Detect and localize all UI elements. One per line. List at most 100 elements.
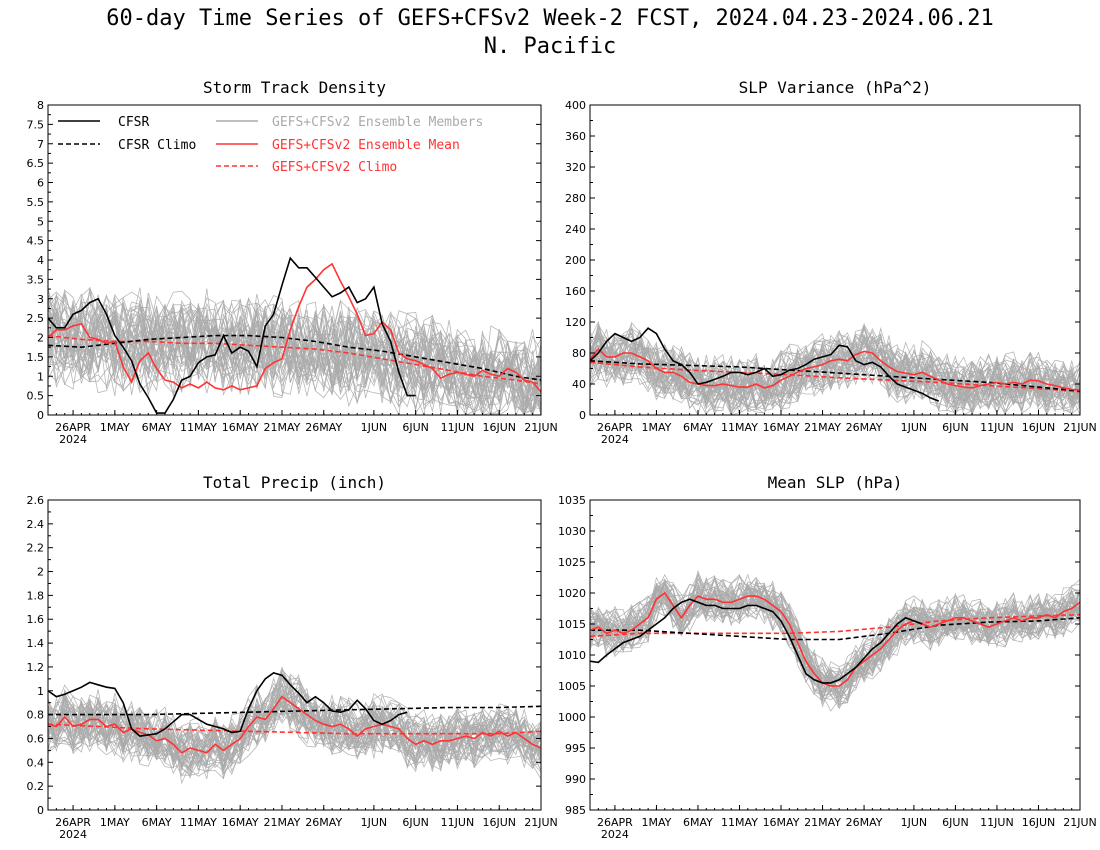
y-tick-label: 1.6 (27, 613, 45, 626)
legend-label: GEFS+CFSv2 Climo (272, 160, 397, 175)
y-tick-label: 120 (565, 316, 586, 329)
y-tick-label: 995 (565, 742, 586, 755)
y-tick-label: 6 (37, 177, 44, 190)
ensemble-member-line (48, 289, 541, 397)
cfsr-climo-line (590, 360, 1080, 392)
ensemble-member-line (48, 317, 541, 415)
panel-title: Storm Track Density (203, 78, 386, 97)
y-tick-label: 4.5 (27, 235, 45, 248)
x-tick-label: 11MAY (180, 421, 217, 434)
x-tick-label: 1MAY (641, 421, 671, 434)
x-tick-label: 1MAY (100, 421, 130, 434)
x-tick-label: 11MAY (180, 816, 217, 829)
plot-frame (589, 499, 1081, 811)
y-tick-label: 5.5 (27, 196, 45, 209)
y-tick-label: 0 (579, 409, 586, 422)
plot-area (590, 320, 1080, 415)
y-tick-label: 160 (565, 285, 586, 298)
x-tick-label: 6MAY (142, 816, 172, 829)
y-tick-label: 1035 (558, 494, 586, 507)
legend-label: CFSR Climo (118, 138, 196, 153)
x-tick-label: 26APR (597, 421, 633, 434)
chart-panel-4: Mean SLP (hPa) 985 990 995 1000 1005 1010 1015 1… (558, 473, 1097, 841)
x-tick-label: 16JUN (482, 816, 516, 829)
y-tick-label: 1.4 (27, 637, 45, 650)
chart-panel-3: Total Precip (inch) 0 0.2 0.4 0.6 0.8 1 1.2 1.4 1… (27, 473, 558, 841)
x-tick-label: 16MAY (222, 421, 259, 434)
y-tick-label: 985 (565, 804, 586, 817)
ens-mean-line (590, 591, 1080, 687)
x-tick-label: 11JUN (980, 421, 1014, 434)
ens-climo-line (590, 361, 1080, 393)
y-tick-label: 1.2 (27, 661, 45, 674)
ensemble-member-line (590, 585, 1080, 696)
cfsr-line (48, 672, 408, 737)
x-tick-label: 21MAY (264, 816, 301, 829)
x-tick-label: 21JUN (1063, 421, 1097, 434)
x-tick-label: 16JUN (1022, 421, 1056, 434)
plot-area (590, 569, 1080, 712)
y-tick-label: 6.5 (27, 157, 45, 170)
x-tick-label: 1MAY (100, 816, 130, 829)
x-tick-label: 26APR (597, 816, 633, 829)
y-tick-label: 0 (37, 409, 44, 422)
y-tick-label: 0.8 (27, 709, 45, 722)
ensemble-member-line (48, 688, 541, 761)
y-tick-label: 1030 (558, 525, 586, 538)
y-tick-label: 3 (37, 293, 44, 306)
x-tick-label: 1JUN (361, 816, 388, 829)
ensemble-member-line (590, 581, 1080, 701)
ensemble-member-line (48, 291, 541, 406)
ensemble-member-line (590, 582, 1080, 692)
y-tick-label: 1020 (558, 587, 586, 600)
x-tick-label: 26MAY (846, 816, 883, 829)
cfsr-line (48, 256, 416, 414)
figure-title: 60-day Time Series of GEFS+CFSv2 Week-2 … (106, 6, 994, 31)
y-tick-label: 0.4 (27, 756, 45, 769)
ensemble-member-line (590, 580, 1080, 695)
x-tick-label: 26APR (55, 421, 91, 434)
ensemble-member-line (48, 309, 541, 415)
ensemble-member-line (48, 701, 541, 773)
y-tick-label: 40 (572, 378, 586, 391)
x-tick-label: 6MAY (683, 421, 713, 434)
y-tick-label: 1000 (558, 711, 586, 724)
x-tick-label: 11MAY (721, 816, 758, 829)
x-tick-label: 6MAY (683, 816, 713, 829)
panel-title: SLP Variance (hPa^2) (739, 78, 932, 97)
y-tick-label: 0.6 (27, 732, 45, 745)
ensemble-member-line (590, 343, 1080, 415)
y-tick-label: 7 (37, 138, 44, 151)
y-tick-label: 1.5 (27, 351, 45, 364)
panel-title: Mean SLP (hPa) (768, 473, 903, 492)
ensemble-member-line (590, 578, 1080, 690)
ensemble-members (48, 666, 541, 785)
y-tick-label: 1005 (558, 680, 586, 693)
ens-mean-line (48, 695, 541, 754)
x-year-label: 2024 (601, 828, 629, 841)
chart-panel-2: SLP Variance (hPa^2) 0 40 80 120 160 200 240 280… (565, 78, 1097, 446)
y-tick-label: 0.2 (27, 780, 45, 793)
x-tick-label: 26MAY (305, 421, 342, 434)
y-tick-label: 1.8 (27, 589, 45, 602)
x-year-label: 2024 (59, 433, 87, 446)
legend-label: GEFS+CFSv2 Ensemble Mean (272, 138, 460, 153)
x-tick-label: 6JUN (402, 816, 429, 829)
ensemble-members (48, 287, 541, 415)
y-tick-label: 1025 (558, 556, 586, 569)
y-tick-label: 2.5 (27, 312, 45, 325)
cfsr-line (590, 327, 940, 402)
plot-frame (47, 499, 542, 811)
ens-mean-line (48, 262, 541, 393)
x-tick-label: 11JUN (441, 816, 475, 829)
x-tick-label: 11JUN (980, 816, 1014, 829)
ensemble-members (590, 569, 1080, 712)
x-tick-label: 16JUN (1022, 816, 1056, 829)
x-tick-label: 26MAY (846, 421, 883, 434)
ensemble-member-line (48, 695, 541, 773)
ensemble-member-line (590, 591, 1080, 700)
cfsr-climo-line (48, 705, 541, 716)
legend-label: CFSR (118, 115, 149, 130)
x-tick-label: 1MAY (641, 816, 671, 829)
y-tick-label: 990 (565, 773, 586, 786)
